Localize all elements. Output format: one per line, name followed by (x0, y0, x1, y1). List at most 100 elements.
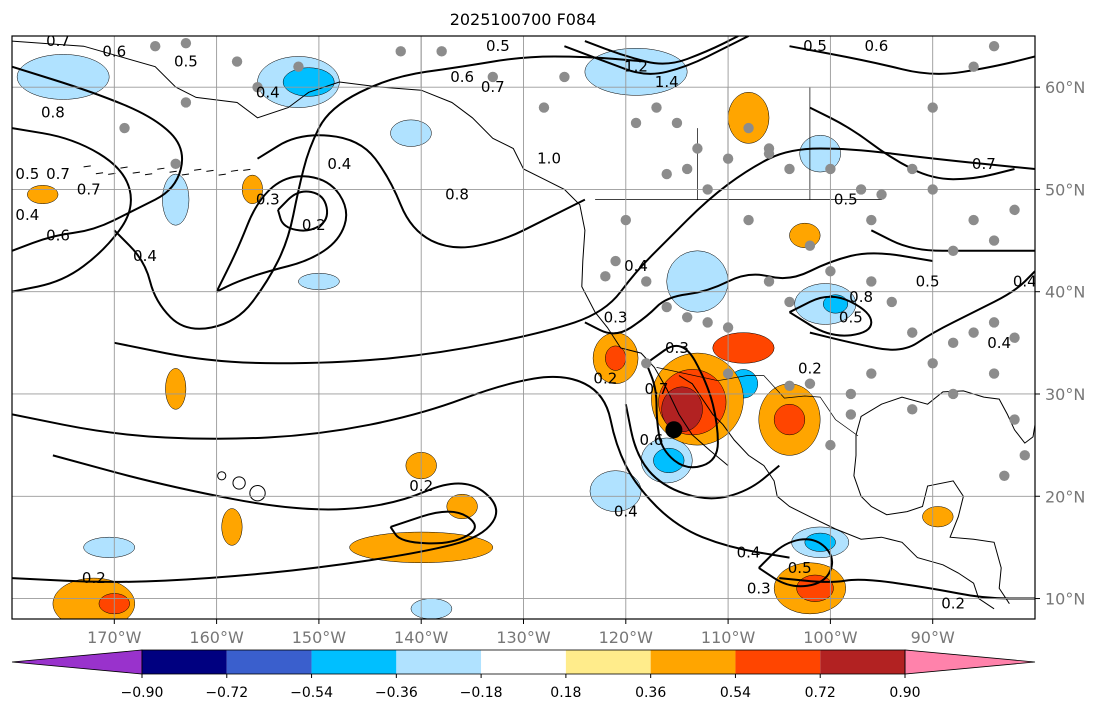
marked-point (665, 421, 683, 439)
station-dot (988, 41, 1000, 52)
colorbar-tick-label: 0.18 (550, 685, 581, 701)
island (249, 485, 266, 502)
contour-label: 0.3 (747, 579, 771, 597)
station-dot (722, 153, 734, 164)
contour-label: 1.0 (537, 150, 561, 168)
station-dot (825, 439, 836, 451)
colorbar-tick-label: −0.54 (290, 685, 333, 701)
colorbar-tick-label: −0.18 (460, 685, 503, 701)
station-dot (702, 317, 713, 328)
station-dot (538, 102, 550, 113)
colorbar-segment (396, 650, 482, 674)
contour-label: 0.7 (972, 155, 996, 173)
contour-label: 0.8 (849, 288, 873, 306)
contour-label: 0.4 (1013, 272, 1037, 290)
station-dot (763, 276, 775, 287)
station-dot (804, 240, 816, 251)
station-dot (866, 214, 877, 226)
lon-tick-label: 90°W (911, 628, 955, 647)
colorbar-segment (735, 650, 821, 674)
station-dot (180, 97, 192, 108)
aleutian-island (144, 173, 153, 176)
lat-lon-grid (12, 36, 1035, 619)
contour-label: 0.4 (624, 257, 648, 275)
anomaly-patch (712, 332, 775, 364)
contour-label: 1.4 (655, 73, 679, 91)
station-dot (947, 245, 959, 256)
lon-tick-label: 110°W (701, 628, 756, 647)
contour-label: 0.4 (133, 247, 157, 265)
contour-line (870, 229, 1035, 252)
station-dot (1009, 332, 1020, 343)
station-dot (784, 296, 795, 308)
contour-labels: 0.7 0.6 0.5 0.4 0.8 0.7 0.5 0.4 0.6 0.7 0.4 0.3 0.2 0… (15, 36, 1037, 613)
station-dot (968, 61, 979, 72)
contour-line (277, 190, 329, 232)
station-dot (681, 163, 693, 175)
contour-line (789, 45, 1035, 75)
station-dot (988, 368, 1000, 379)
contour-label: 0.3 (604, 308, 628, 326)
station-dot (988, 235, 1000, 246)
station-dot (743, 214, 754, 226)
station-dot (947, 388, 959, 400)
colorbar-tick-label: 0.54 (720, 685, 751, 701)
marked-point-dot (665, 421, 683, 439)
station-dot (866, 276, 877, 287)
contour-label: 0.3 (665, 339, 689, 357)
station-dot (436, 46, 447, 57)
colorbar-tick-label: 0.72 (805, 685, 836, 701)
station-dot (968, 214, 979, 226)
contour-label: 0.7 (645, 380, 669, 398)
station-dot (559, 71, 570, 83)
colorbar-segment (820, 650, 905, 674)
aleutian-island (95, 172, 104, 175)
axis-ticks: 170°W 160°W 150°W 140°W 130°W 120°W 110°W 100°W… (87, 78, 1085, 647)
contour-label: 0.6 (865, 37, 889, 55)
aleutian-island (243, 168, 251, 171)
station-dot (804, 378, 816, 389)
anomaly-patch (727, 92, 770, 144)
contour-label: 0.2 (409, 477, 433, 495)
station-dot (825, 266, 836, 277)
station-dot (907, 163, 918, 175)
aleutian-island (83, 165, 91, 168)
station-dot (661, 301, 672, 313)
colorbar-tick-label: −0.90 (121, 685, 164, 701)
contour-line (779, 577, 1035, 600)
lat-tick-label: 30°N (1045, 385, 1085, 404)
anomaly-patch (165, 368, 187, 410)
contour-label: 0.3 (256, 191, 280, 209)
colorbar-segment (565, 650, 651, 674)
contour-line (256, 134, 586, 249)
station-dot (231, 56, 243, 67)
lon-tick-label: 130°W (496, 628, 551, 647)
contour-line (12, 375, 790, 559)
contour-line (788, 295, 873, 337)
station-dot (600, 271, 611, 282)
station-dot (119, 122, 130, 134)
anomaly-patch (83, 536, 136, 558)
station-dot (743, 122, 754, 134)
aleutian-island (194, 168, 202, 171)
contour-label: 0.4 (256, 83, 280, 101)
station-dot (907, 404, 918, 415)
island (232, 476, 246, 490)
contour-label: 0.8 (41, 104, 65, 122)
station-dot (947, 337, 959, 349)
anomaly-patch (282, 67, 335, 97)
station-dot (845, 388, 857, 400)
anomaly-patch (589, 470, 642, 512)
lat-tick-label: 20°N (1045, 487, 1085, 506)
contour-label: 0.5 (916, 272, 940, 290)
contour-label: 0.6 (46, 226, 70, 244)
station-dot (180, 37, 192, 49)
contour-label: 0.7 (481, 78, 505, 96)
station-dot (641, 358, 652, 369)
contour-label: 0.6 (450, 68, 474, 86)
colorbar-extend-low (11, 649, 143, 675)
station-dot (784, 380, 795, 391)
anomaly-patch (410, 598, 453, 619)
contour-label: 0.7 (46, 165, 70, 183)
colorbar-extend-high (904, 649, 1036, 675)
